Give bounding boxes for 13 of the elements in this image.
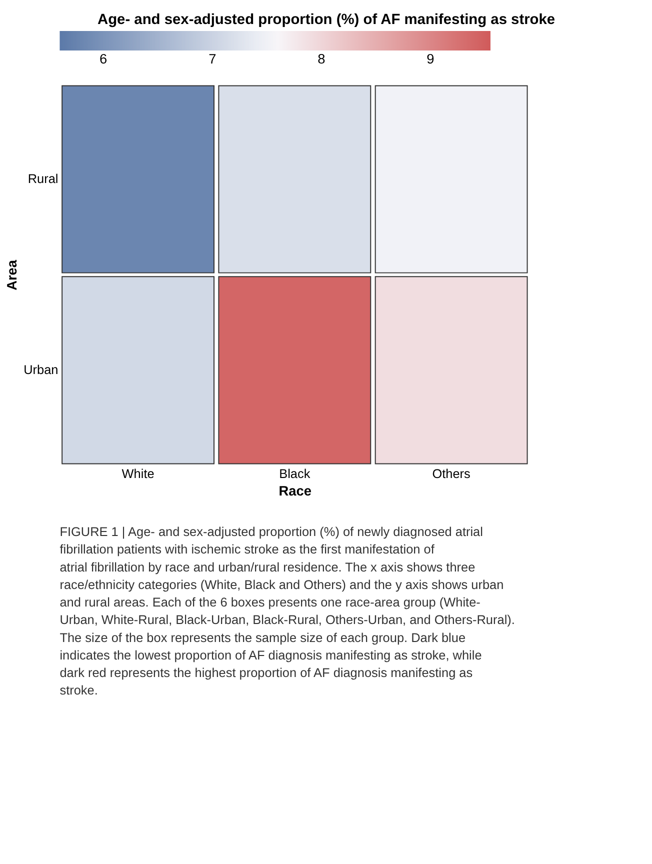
text: FIGURE 1 | Age- and sex-adjusted proportion (%) of newly diagnosed atrial fibrillation patients with ischemic stroke as the first manifestation of atrial fibrillation by race and urban/rural residence. The x axis shows three race/ethnicity categories (White, Black and Others) and the y axis shows urban and rural areas. Each of the 6 boxes presents one race-area group (White-Urban, White-Rural, Black-Urban, Black-Rural, Others-Urban, and Others-Rural). The size of the box represents the sample size of each group. Dark blue indicates the lowest proportion of AF diagnosis manifesting as stroke, while dark red represents the highest proportion of AF diagnosis manifesting as stroke. (60, 524, 515, 698)
x-tick-label: White (122, 466, 154, 481)
color-bar-label: 8 (318, 51, 326, 66)
x-tick-label: Others (432, 466, 470, 481)
x-axis-title: Race (278, 483, 312, 498)
color-bar-label: 7 (208, 51, 216, 66)
y-tick-label: Urban (24, 362, 58, 378)
y-axis-title: Area (4, 260, 20, 290)
color-bar-label: 6 (100, 51, 108, 66)
y-tick-label: Rural (28, 171, 58, 186)
x-tick-label: Black (279, 466, 311, 481)
color-bar-label: 9 (426, 51, 434, 66)
chart-title: Age- and sex-adjusted proportion (%) of AF manifesting as stroke (97, 12, 556, 28)
